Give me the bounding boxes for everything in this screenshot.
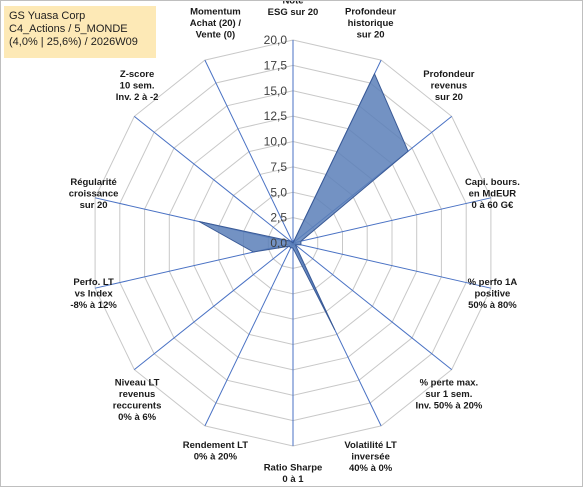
axis-label-line: reccurents xyxy=(113,401,162,412)
axis-label: Niveau LT revenus reccurents 0% à 6% xyxy=(113,378,162,424)
tick-label: 0,0 xyxy=(270,236,287,250)
axis-label: Capi. bours. en MdEUR 0 à 60 G€ xyxy=(465,177,520,211)
axis-label-line: historique xyxy=(348,18,394,29)
chart-title-box: GS Yuasa Corp C4_Actions / 5_MONDE (4,0%… xyxy=(4,6,156,58)
axis-label-line: 10 sem. xyxy=(120,80,155,91)
axis-label: Ratio Sharpe 0 à 1 xyxy=(264,462,323,485)
axis-label-line: sur 20 xyxy=(80,200,108,211)
axis-spoke xyxy=(133,116,294,244)
tick-label: 7,5 xyxy=(270,160,287,174)
axis-label-line: Ratio Sharpe xyxy=(264,462,323,473)
tick-label: 10,0 xyxy=(264,135,288,149)
data-series-area xyxy=(198,72,409,331)
axis-label-line: Vente (0) xyxy=(196,29,236,40)
axis-label-line: Perfo. LT xyxy=(73,277,114,288)
axis-label-line: Niveau LT xyxy=(115,378,160,389)
axis-label-line: croissance xyxy=(69,188,119,199)
axis-label-line: Momentum xyxy=(190,6,241,17)
axis-label: Z-score 10 sem. Inv. 2 à -2 xyxy=(116,69,159,103)
axis-label-line: Rendement LT xyxy=(183,440,248,451)
axis-label-line: 0% à 6% xyxy=(118,412,157,423)
axis-label-line: Inv. 50% à 20% xyxy=(415,401,482,412)
axis-spoke xyxy=(292,242,492,289)
axis-label-line: 40% à 0% xyxy=(349,463,393,474)
axis-label-line: en MdEUR xyxy=(469,188,517,199)
axis-label: Momentum Achat (20) / Vente (0) xyxy=(190,6,242,40)
axis-label: % perfo 1A positive 50% à 80% xyxy=(468,277,518,311)
chart-title-universe: C4_Actions / 5_MONDE xyxy=(9,23,128,35)
axis-label-line: ESG sur 20 xyxy=(268,7,319,18)
axis-label-line: Profondeur xyxy=(345,6,396,17)
axis-label-line: revenus xyxy=(119,389,155,400)
axis-label: Rendement LT 0% à 20% xyxy=(183,440,248,463)
axis-spoke xyxy=(292,242,453,370)
chart-title-period: (4,0% | 25,6%) / 2026W09 xyxy=(9,36,138,48)
tick-label: 12,5 xyxy=(264,109,288,123)
axis-label-line: positive xyxy=(474,289,510,300)
axis-label-line: sur 20 xyxy=(435,92,463,103)
axis-label-line: sur 20 xyxy=(357,29,385,40)
axis-label-line: Capi. bours. xyxy=(465,177,520,188)
chart-title-company: GS Yuasa Corp xyxy=(9,10,86,22)
tick-label: 20,0 xyxy=(264,33,288,47)
axis-label-line: % perfo 1A xyxy=(468,277,518,288)
axis-label: Profondeur revenus sur 20 xyxy=(423,69,474,103)
axis-label-line: Volatilité LT xyxy=(344,440,397,451)
tick-label: 15,0 xyxy=(264,84,288,98)
axis-label-line: sur 1 sem. xyxy=(425,389,472,400)
axis-label: Régularité croissance sur 20 xyxy=(69,177,119,211)
axis-label: Profondeur historique sur 20 xyxy=(345,6,396,40)
axis-label-line: Achat (20) / xyxy=(190,18,242,29)
tick-label: 2,5 xyxy=(270,211,287,225)
axis-spoke xyxy=(204,59,294,244)
axis-label-line: 0% à 20% xyxy=(194,452,238,463)
axis-label-line: Note xyxy=(282,1,303,7)
axis-label-line: Inv. 2 à -2 xyxy=(116,92,159,103)
axis-label-line: Profondeur xyxy=(423,69,474,80)
axis-label: % perte max. sur 1 sem. Inv. 50% à 20% xyxy=(415,378,482,412)
axis-label-line: Z-score xyxy=(120,69,154,80)
axis-label-line: revenus xyxy=(431,80,467,91)
axis-label-line: -8% à 12% xyxy=(70,300,117,311)
axis-spoke xyxy=(133,242,294,370)
axis-label-line: % perte max. xyxy=(420,378,479,389)
axis-label: Note ESG sur 20 xyxy=(268,1,319,18)
tick-label: 5,0 xyxy=(270,185,287,199)
axis-label-line: 0 à 1 xyxy=(282,474,304,485)
axis-spoke xyxy=(204,242,294,427)
axis-label: Volatilité LT inversée 40% à 0% xyxy=(344,440,397,474)
axis-label-line: 50% à 80% xyxy=(468,300,517,311)
axis-label-line: inversée xyxy=(351,452,390,463)
axis-label-line: vs Index xyxy=(75,289,114,300)
axis-label: Perfo. LT vs Index -8% à 12% xyxy=(70,277,117,311)
tick-label: 17,5 xyxy=(264,58,288,72)
axis-label-line: 0 à 60 G€ xyxy=(472,200,514,211)
axis-label-line: Régularité xyxy=(70,177,116,188)
axis-spoke xyxy=(292,197,492,244)
